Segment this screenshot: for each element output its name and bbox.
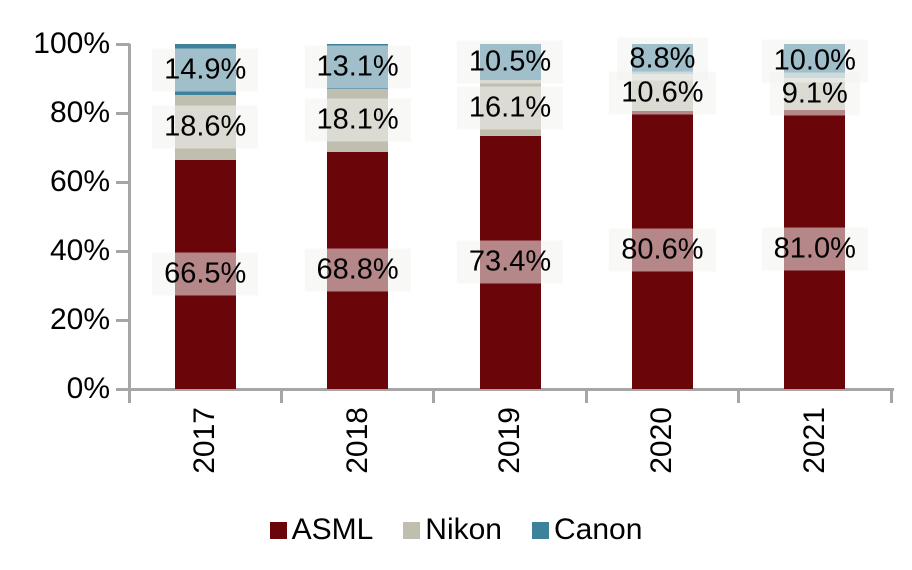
- y-tick-20%: [116, 318, 130, 322]
- legend-item-asml: ASML: [269, 513, 374, 547]
- legend-label-nikon: Nikon: [425, 513, 502, 546]
- data-label-canon-2021: 10.0%: [761, 39, 868, 83]
- legend-label-asml: ASML: [291, 513, 374, 546]
- y-axis-line: [128, 44, 131, 392]
- data-label-nikon-2018: 18.1%: [304, 98, 411, 142]
- legend-item-nikon: Nikon: [403, 513, 502, 547]
- legend-item-canon: Canon: [532, 513, 642, 547]
- legend-label-canon: Canon: [554, 513, 643, 546]
- x-tick-5: [889, 389, 893, 403]
- y-tick-100%: [116, 42, 130, 46]
- data-label-canon-2020: 8.8%: [617, 37, 708, 81]
- y-tick-label-60%: 60%: [49, 165, 110, 198]
- x-tick-4: [737, 389, 741, 403]
- y-tick-label-80%: 80%: [49, 96, 110, 129]
- x-tick-0: [127, 389, 131, 403]
- y-tick-label-40%: 40%: [49, 234, 110, 267]
- data-label-asml-2021: 81.0%: [761, 227, 868, 271]
- data-label-nikon-2017: 18.6%: [152, 105, 259, 149]
- data-label-asml-2018: 68.8%: [304, 248, 411, 292]
- x-axis-label-2021: 2021: [797, 407, 831, 474]
- x-axis-line: [126, 388, 894, 391]
- data-label-nikon-2021: 9.1%: [769, 72, 860, 116]
- y-tick-40%: [116, 249, 130, 253]
- data-label-asml-2017: 66.5%: [152, 252, 259, 296]
- y-tick-80%: [116, 111, 130, 115]
- data-label-asml-2019: 73.4%: [456, 240, 564, 284]
- data-label-canon-2018: 13.1%: [304, 45, 411, 89]
- x-tick-3: [584, 389, 588, 403]
- legend-swatch-canon-icon: [532, 521, 549, 539]
- x-tick-1: [279, 389, 283, 403]
- x-axis-label-2020: 2020: [645, 407, 679, 474]
- y-tick-label-20%: 20%: [49, 303, 110, 336]
- y-tick-0%: [116, 387, 130, 391]
- y-tick-label-0%: 0%: [66, 372, 110, 405]
- x-tick-2: [432, 389, 436, 403]
- y-tick-60%: [116, 180, 130, 184]
- data-label-canon-2019: 10.5%: [456, 40, 564, 84]
- y-tick-label-100%: 100%: [33, 27, 110, 60]
- x-axis-label-2019: 2019: [493, 407, 526, 474]
- data-label-asml-2020: 80.6%: [609, 228, 716, 272]
- data-label-canon-2017: 14.9%: [152, 48, 259, 92]
- legend-swatch-nikon-icon: [403, 521, 421, 539]
- x-axis-label-2018: 2018: [340, 407, 374, 474]
- data-label-nikon-2019: 16.1%: [456, 86, 564, 130]
- legend-swatch-asml-icon: [269, 521, 287, 539]
- legend: ASML Nikon Canon: [0, 510, 912, 550]
- x-axis-label-2017: 2017: [188, 407, 222, 474]
